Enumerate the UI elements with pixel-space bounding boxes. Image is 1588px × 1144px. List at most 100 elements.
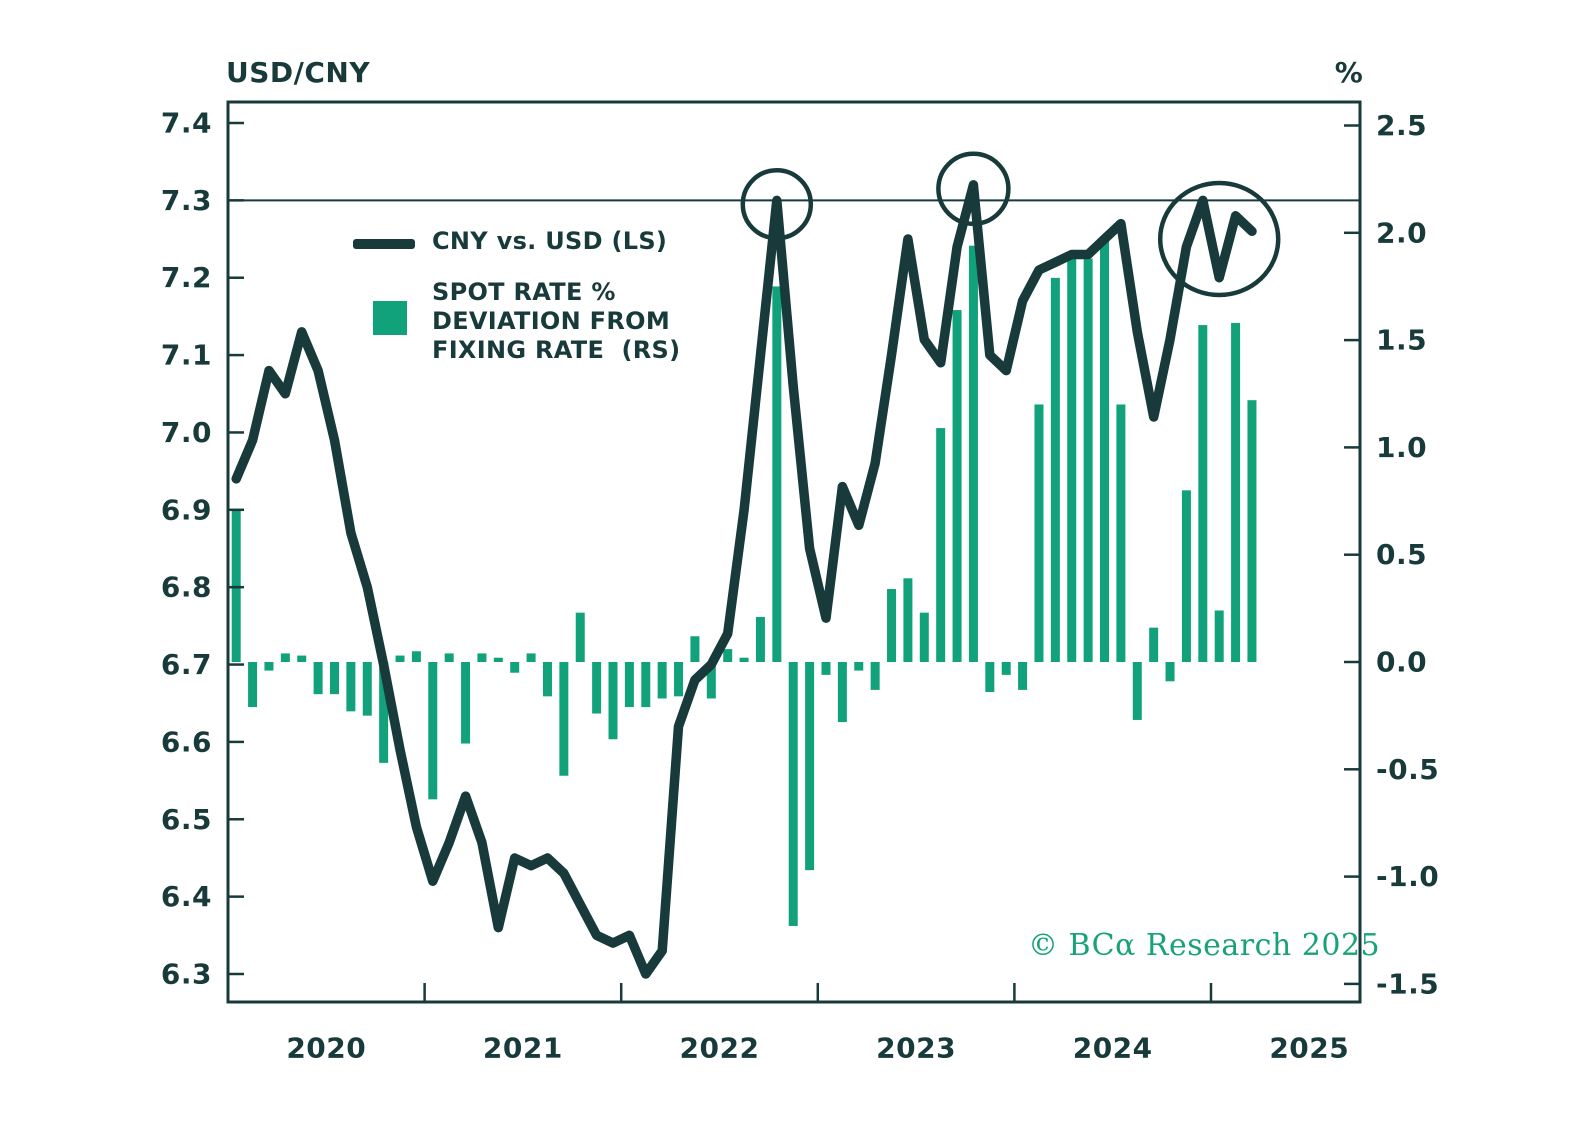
deviation-bar: [772, 286, 782, 662]
legend: CNY vs. USD (LS) SPOT RATE % DEVIATION F…: [353, 227, 773, 370]
deviation-bar: [788, 662, 798, 926]
deviation-bar: [526, 653, 536, 662]
deviation-bar: [1116, 404, 1126, 662]
left-axis-tick-label: 6.9: [161, 493, 212, 526]
x-axis-year-label: 2020: [286, 1032, 366, 1065]
deviation-bar: [542, 662, 552, 697]
deviation-bar: [1214, 610, 1224, 662]
deviation-bar: [837, 662, 847, 723]
x-axis-year-label: 2022: [680, 1032, 760, 1065]
deviation-bar: [1247, 400, 1257, 662]
deviation-bar: [1132, 662, 1142, 720]
left-axis-tick-label: 7.0: [161, 416, 212, 449]
bar-series-swatch: [373, 301, 407, 335]
deviation-bar: [346, 662, 356, 712]
deviation-bar: [559, 662, 569, 776]
deviation-bar: [1100, 237, 1110, 663]
deviation-bar: [608, 662, 618, 740]
right-axis-tick-label: 2.0: [1376, 216, 1427, 249]
deviation-bar: [690, 636, 700, 662]
deviation-bar: [428, 662, 438, 800]
right-axis-tick-label: 1.5: [1376, 324, 1427, 357]
right-axis-tick-label: 2.5: [1376, 109, 1427, 142]
deviation-bar: [854, 662, 864, 671]
deviation-bar: [379, 662, 389, 763]
deviation-bar: [313, 662, 323, 695]
bar-series-label-line3: FIXING RATE (RS): [432, 336, 681, 364]
x-axis-year-label: 2025: [1269, 1032, 1349, 1065]
deviation-bar: [329, 662, 339, 695]
deviation-bar: [1231, 322, 1241, 662]
deviation-bar: [510, 662, 520, 673]
deviation-bar: [1165, 662, 1175, 682]
left-axis-tick-label: 6.7: [161, 648, 212, 681]
deviation-bar: [1181, 490, 1191, 662]
deviation-bar: [1018, 662, 1028, 690]
deviation-bar: [1034, 404, 1044, 662]
deviation-bar: [592, 662, 602, 714]
deviation-bar: [411, 651, 421, 662]
right-axis-tick-label: -1.0: [1376, 860, 1439, 893]
deviation-bar: [1198, 325, 1208, 662]
left-axis-tick-label: 6.8: [161, 571, 212, 604]
annotation-circle: [1157, 180, 1281, 298]
deviation-bar: [805, 662, 815, 871]
deviation-bar: [477, 653, 487, 662]
deviation-bar: [1149, 627, 1159, 662]
deviation-bar: [903, 578, 913, 662]
deviation-bar: [870, 662, 880, 690]
bar-series-label-line1: SPOT RATE %: [432, 278, 616, 306]
deviation-bar: [1050, 277, 1060, 662]
right-axis-unit: %: [1334, 56, 1364, 89]
deviation-bar: [1067, 254, 1077, 662]
deviation-bar: [674, 662, 684, 697]
deviation-bar: [575, 612, 585, 662]
annotation-circle: [936, 151, 1011, 227]
deviation-bar: [723, 649, 733, 662]
left-axis-tick-label: 6.3: [161, 958, 212, 991]
deviation-bar: [297, 655, 307, 662]
deviation-bar: [755, 616, 765, 662]
deviation-bar: [1001, 662, 1011, 675]
cny-usd-line: [231, 180, 1257, 979]
deviation-bar: [461, 662, 471, 744]
x-axis-year-label: 2023: [876, 1032, 956, 1065]
right-axis-tick-label: -1.5: [1376, 967, 1439, 1000]
left-axis-title: USD/CNY: [226, 56, 371, 89]
left-axis-tick-label: 7.4: [161, 107, 212, 140]
right-axis-tick-label: 1.0: [1376, 431, 1427, 464]
line-series-swatch: [353, 239, 415, 249]
deviation-bar: [493, 657, 503, 662]
x-axis-year-label: 2024: [1073, 1032, 1153, 1065]
right-axis-tick-label: -0.5: [1376, 753, 1439, 786]
left-axis-tick-label: 6.5: [161, 803, 212, 836]
deviation-bar: [1083, 258, 1093, 662]
deviation-bar: [624, 662, 634, 708]
copyright-text: © BCα Research 2025: [1028, 928, 1381, 963]
left-axis-tick-label: 7.1: [161, 339, 212, 372]
plot-border: [226, 100, 1362, 1004]
deviation-bar: [821, 662, 831, 675]
deviation-bar: [919, 612, 929, 662]
deviation-bar: [706, 662, 716, 699]
bar-series-label-line2: DEVIATION FROM: [432, 307, 671, 335]
deviation-bar: [444, 653, 454, 662]
deviation-bar: [887, 589, 897, 662]
deviation-bar: [395, 655, 405, 662]
deviation-bar: [641, 662, 651, 708]
deviation-bar: [952, 310, 962, 662]
bar-series-label: SPOT RATE % DEVIATION FROM FIXING RATE (…: [432, 278, 680, 365]
annotation-circle: [740, 167, 814, 241]
deviation-bar: [362, 662, 372, 716]
left-axis-tick-label: 7.2: [161, 261, 212, 294]
deviation-bar: [739, 657, 749, 662]
left-axis-tick-label: 6.4: [161, 880, 212, 913]
line-series-label: CNY vs. USD (LS): [432, 227, 668, 255]
deviation-bar: [936, 428, 946, 662]
left-axis-tick-label: 6.6: [161, 725, 212, 758]
deviation-bar: [968, 245, 978, 662]
deviation-bar: [280, 653, 290, 662]
x-axis-year-label: 2021: [483, 1032, 563, 1065]
